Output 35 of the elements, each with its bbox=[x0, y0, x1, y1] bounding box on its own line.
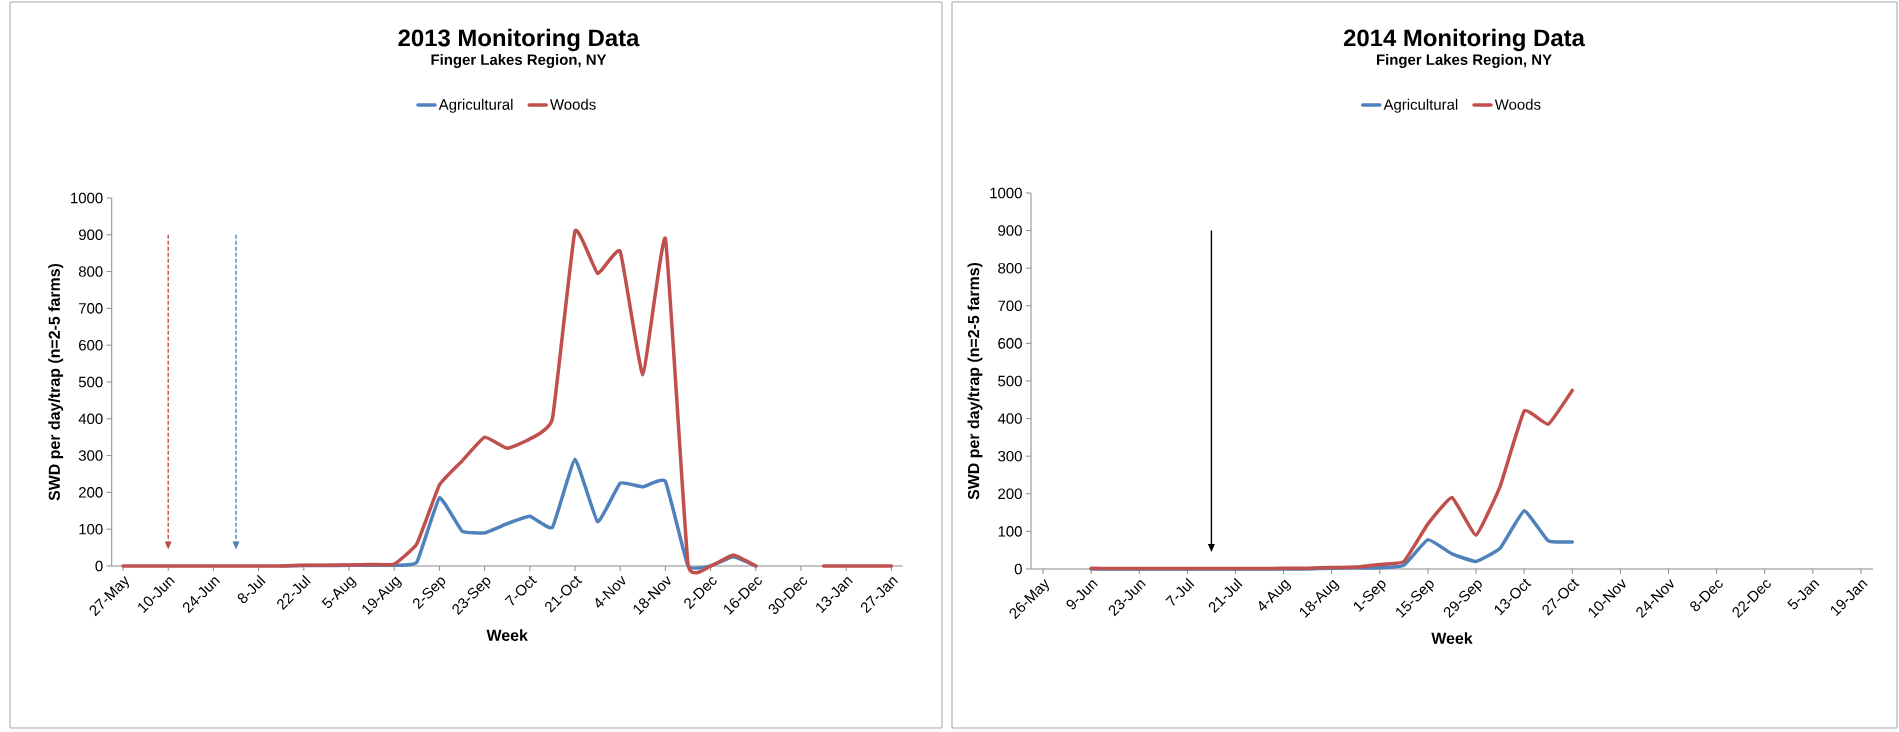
y-tick-label: 200 bbox=[79, 487, 103, 498]
y-tick-label: 900 bbox=[78, 229, 103, 241]
line-series bbox=[1089, 388, 1575, 571]
y-tick-label: 400 bbox=[78, 413, 103, 425]
y-tick-label: 400 bbox=[997, 413, 1022, 424]
legend-label: Woods bbox=[1494, 98, 1541, 110]
y-tick-label: 0 bbox=[1014, 563, 1022, 575]
y-tick-label: 600 bbox=[79, 339, 103, 351]
y-tick-label: 100 bbox=[998, 526, 1022, 537]
y-axis-title: SWD per day/trap (n=2-5 farms) bbox=[967, 262, 983, 500]
legend-label: Woods bbox=[550, 98, 596, 110]
chart-subtitle: Finger Lakes Region, NY bbox=[1376, 53, 1552, 68]
y-tick-label: 300 bbox=[78, 450, 103, 461]
y-tick-label: 1000 bbox=[990, 187, 1022, 199]
y-tick-label: 0 bbox=[95, 560, 103, 572]
y-tick-label: 500 bbox=[78, 376, 103, 388]
y-tick-label: 700 bbox=[998, 300, 1022, 312]
y-tick-label: 600 bbox=[998, 338, 1022, 349]
chart-title: 2013 Monitoring Data bbox=[398, 28, 640, 52]
y-tick-label: 800 bbox=[998, 262, 1022, 274]
legend-label: Agricultural bbox=[438, 98, 513, 113]
y-tick-label: 800 bbox=[78, 266, 103, 277]
chart-title: 2014 Monitoring Data bbox=[1343, 28, 1586, 52]
y-axis-title: SWD per day/trap (n=2-5 farms) bbox=[48, 263, 64, 501]
x-axis-title: Week bbox=[486, 629, 528, 641]
y-tick-label: 1000 bbox=[71, 192, 103, 204]
y-tick-label: 300 bbox=[998, 450, 1022, 462]
legend-label: Agricultural bbox=[1383, 98, 1458, 113]
x-axis-title: Week bbox=[1431, 632, 1473, 644]
y-tick-label: 700 bbox=[79, 303, 103, 314]
y-tick-label: 200 bbox=[998, 488, 1022, 500]
y-tick-label: 900 bbox=[998, 225, 1022, 236]
y-tick-label: 100 bbox=[79, 523, 103, 535]
y-tick-label: 500 bbox=[998, 375, 1022, 387]
chart-subtitle: Finger Lakes Region, NY bbox=[431, 53, 607, 68]
